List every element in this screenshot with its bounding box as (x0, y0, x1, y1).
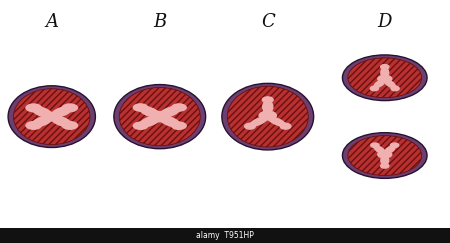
Circle shape (371, 143, 379, 148)
Circle shape (171, 103, 187, 112)
Ellipse shape (50, 115, 73, 128)
Circle shape (62, 121, 78, 130)
Ellipse shape (158, 115, 181, 128)
Ellipse shape (222, 83, 314, 150)
Ellipse shape (138, 115, 162, 128)
Ellipse shape (373, 79, 386, 88)
Circle shape (171, 122, 187, 130)
Circle shape (262, 97, 273, 103)
Text: D: D (378, 13, 392, 31)
Ellipse shape (8, 86, 95, 148)
Ellipse shape (31, 106, 54, 118)
Ellipse shape (114, 85, 206, 149)
Ellipse shape (384, 79, 396, 88)
Ellipse shape (262, 100, 274, 114)
Text: A: A (45, 13, 58, 31)
Ellipse shape (267, 116, 287, 127)
Circle shape (377, 150, 392, 159)
Bar (0, 228, 450, 243)
Ellipse shape (249, 116, 268, 127)
Ellipse shape (380, 67, 389, 78)
Text: C: C (261, 13, 274, 31)
Circle shape (245, 123, 255, 129)
Ellipse shape (50, 106, 73, 118)
Ellipse shape (348, 136, 422, 175)
Circle shape (370, 86, 378, 91)
Ellipse shape (384, 145, 396, 154)
Ellipse shape (158, 105, 181, 118)
Ellipse shape (342, 133, 427, 178)
Ellipse shape (374, 145, 386, 154)
Ellipse shape (227, 86, 308, 147)
Circle shape (377, 75, 392, 83)
Ellipse shape (348, 58, 422, 98)
Circle shape (381, 65, 389, 69)
Circle shape (280, 123, 291, 129)
Circle shape (43, 112, 61, 122)
Ellipse shape (31, 115, 54, 128)
Circle shape (258, 110, 277, 121)
Circle shape (391, 86, 399, 91)
Circle shape (25, 121, 42, 130)
Ellipse shape (342, 55, 427, 101)
Circle shape (133, 103, 148, 112)
Ellipse shape (14, 89, 90, 145)
Ellipse shape (380, 155, 389, 166)
Circle shape (149, 111, 171, 122)
Circle shape (391, 143, 399, 148)
Text: alamy  T951HP: alamy T951HP (196, 231, 254, 240)
Circle shape (133, 122, 148, 130)
Circle shape (25, 103, 42, 112)
Circle shape (62, 103, 78, 112)
Circle shape (381, 164, 389, 168)
Ellipse shape (138, 105, 162, 118)
Text: B: B (153, 13, 166, 31)
Ellipse shape (119, 87, 200, 146)
